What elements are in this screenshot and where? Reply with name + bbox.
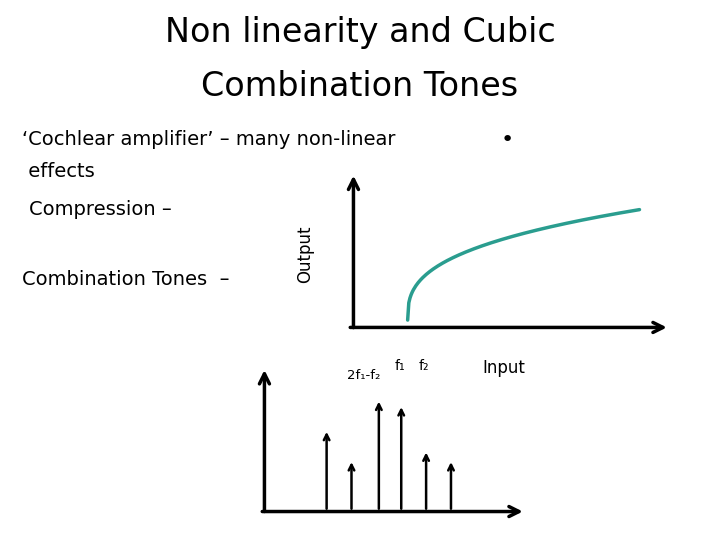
Text: f₂: f₂ [419, 359, 430, 373]
Text: Output: Output [297, 225, 314, 282]
Text: •: • [500, 130, 513, 150]
Text: effects: effects [22, 162, 94, 181]
Text: Input: Input [482, 359, 526, 377]
Text: Combination Tones  –: Combination Tones – [22, 270, 229, 289]
Text: 2f₁-f₂: 2f₁-f₂ [348, 369, 381, 382]
Text: ‘Cochlear amplifier’ – many non-linear: ‘Cochlear amplifier’ – many non-linear [22, 130, 395, 148]
Text: Combination Tones: Combination Tones [202, 70, 518, 103]
Text: Non linearity and Cubic: Non linearity and Cubic [165, 16, 555, 49]
Text: f₁: f₁ [395, 359, 405, 373]
Text: Compression –: Compression – [29, 200, 171, 219]
